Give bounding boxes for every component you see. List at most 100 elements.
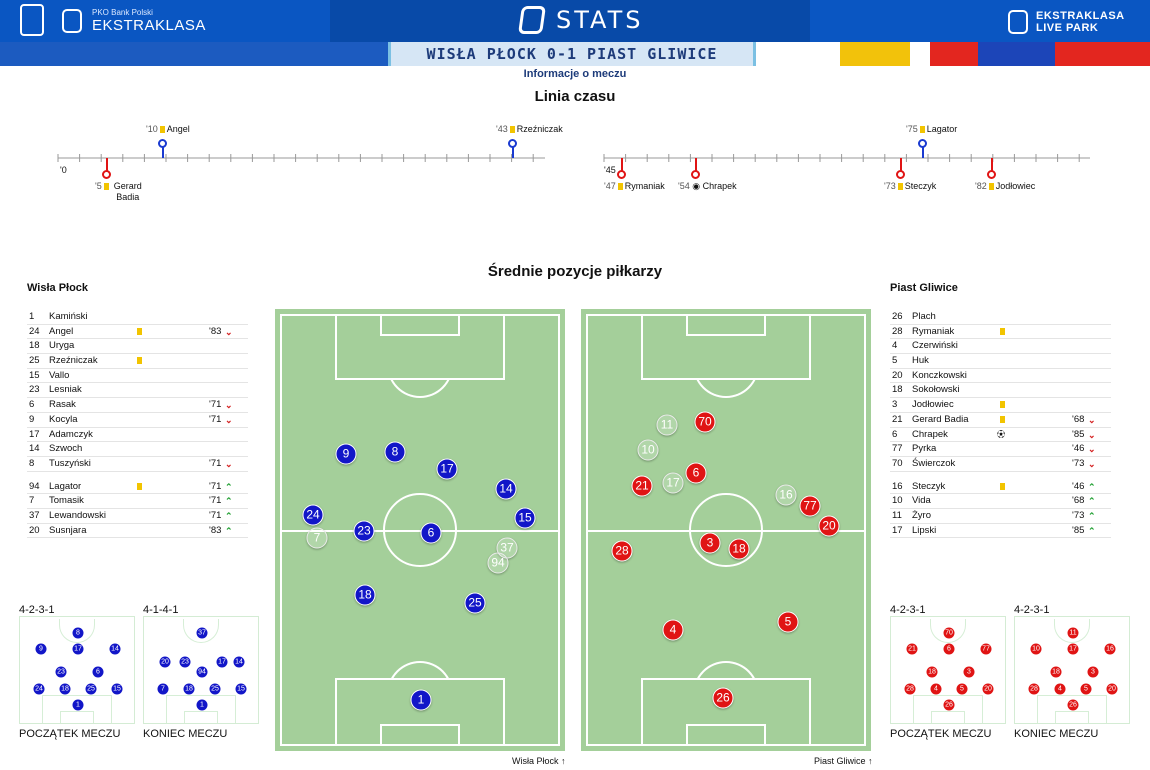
player-marker[interactable]: 26	[712, 687, 734, 709]
player-marker[interactable]: 14	[495, 478, 517, 500]
player-name[interactable]: Vida	[912, 495, 931, 507]
timeline-event: '54 ◉ Chrapek	[678, 181, 737, 191]
player-marker[interactable]: 24	[302, 504, 324, 526]
player-name[interactable]: Gerard Badia	[912, 413, 969, 425]
player-name[interactable]: Świerczok	[912, 457, 956, 469]
player-name[interactable]: Rasak	[49, 399, 76, 411]
timeline-marker[interactable]	[691, 170, 700, 179]
player-marker[interactable]: 6	[420, 522, 442, 544]
player-name[interactable]: Lewandowski	[49, 509, 107, 521]
away-formation-start-pitch: 70 21 6 77 18 3 28 4 5 20 26	[890, 616, 1006, 724]
player-name[interactable]: Huk	[912, 355, 929, 367]
lineup-row: 23 Lesniak	[27, 383, 248, 399]
timeline-marker[interactable]	[508, 139, 517, 148]
player-marker[interactable]: 20	[818, 515, 840, 537]
player-name[interactable]: Szwoch	[49, 443, 83, 455]
top-header: PKO Bank Polski EKSTRAKLASA STATS EKSTRA…	[0, 0, 1150, 42]
yellow-card-icon	[137, 357, 142, 365]
player-marker[interactable]: 7	[306, 527, 328, 549]
live-park-top[interactable]: EKSTRAKLASA	[1036, 10, 1125, 22]
player-marker[interactable]: 6	[685, 462, 707, 484]
player-name[interactable]: Adamczyk	[49, 428, 93, 440]
player-marker[interactable]: 25	[464, 592, 486, 614]
player-number: 8	[29, 457, 35, 469]
player-name[interactable]: Angel	[49, 325, 74, 337]
away-label-end: KONIEC MECZU	[1014, 728, 1099, 740]
player-marker[interactable]: 21	[631, 475, 653, 497]
player-name[interactable]: Jodłowiec	[912, 399, 954, 411]
player-name[interactable]: Tomasik	[49, 495, 84, 507]
sub-out-icon: ⌄	[1088, 458, 1096, 469]
player-name[interactable]: Rymaniak	[912, 325, 955, 337]
player-marker[interactable]: 18	[728, 538, 750, 560]
player-marker[interactable]: 18	[354, 584, 376, 606]
timeline-marker[interactable]	[158, 139, 167, 148]
player-name[interactable]: Vallo	[49, 369, 70, 381]
player-marker[interactable]: 1	[410, 689, 432, 711]
player-name[interactable]: Kamiński	[49, 311, 88, 322]
player-number: 24	[29, 325, 40, 337]
player-marker[interactable]: 5	[777, 611, 799, 633]
player-name[interactable]: Sokołowski	[912, 384, 960, 396]
player-name[interactable]: Kocyla	[49, 413, 78, 425]
player-name[interactable]: Pyrka	[912, 443, 937, 455]
player-name[interactable]: Lipski	[912, 524, 937, 536]
player-marker[interactable]: 9	[335, 443, 357, 465]
lineup-row: 20 Susnjara '83 ⌃	[27, 524, 248, 539]
player-marker[interactable]: 23	[353, 520, 375, 542]
timeline-marker[interactable]	[102, 170, 111, 179]
player-marker[interactable]: 11	[656, 414, 678, 436]
player-name[interactable]: Tuszyński	[49, 457, 91, 469]
formation-player-marker: 17	[216, 656, 228, 668]
away-lineup: 26 Plach 28 Rymaniak 4 Czerwiński 5 Huk 20 Konczk…	[890, 310, 1111, 539]
player-marker[interactable]: 94	[487, 552, 509, 574]
formation-player-marker: 3	[963, 666, 975, 678]
formation-player-marker: 25	[209, 683, 221, 695]
player-marker[interactable]: 15	[514, 507, 536, 529]
sub-in-icon: ⌃	[225, 525, 233, 536]
sub-in-icon: ⌃	[1088, 525, 1096, 536]
timeline-axes	[57, 154, 1090, 162]
player-marker[interactable]: 77	[799, 495, 821, 517]
sub-minute: '71	[209, 509, 222, 521]
timeline-marker[interactable]	[987, 170, 996, 179]
player-name[interactable]: Rzeźniczak	[49, 355, 98, 367]
formation-player-marker: 15	[111, 683, 123, 695]
away-pitch: 11 70 10 6 21 17 16 77 20 3 18 28 4 5 26	[581, 309, 871, 751]
yellow-card-icon	[1000, 482, 1005, 490]
player-name[interactable]: Steczyk	[912, 480, 946, 492]
player-name[interactable]: Czerwiński	[912, 340, 958, 352]
player-name[interactable]: Susnjara	[49, 524, 87, 536]
timeline-marker[interactable]	[896, 170, 905, 179]
player-name[interactable]: Konczkowski	[912, 369, 967, 381]
player-name[interactable]: Lagator	[49, 480, 82, 492]
player-marker[interactable]: 10	[637, 439, 659, 461]
live-park-bottom[interactable]: LIVE PARK	[1036, 22, 1099, 34]
player-marker[interactable]: 3	[699, 532, 721, 554]
player-marker[interactable]: 16	[775, 484, 797, 506]
stats-title[interactable]: STATS	[556, 6, 644, 34]
player-name[interactable]: Żyro	[912, 509, 931, 521]
timeline-marker[interactable]	[617, 170, 626, 179]
player-marker[interactable]: 4	[662, 619, 684, 641]
player-marker[interactable]: 8	[384, 441, 406, 463]
timeline-marker[interactable]	[918, 139, 927, 148]
player-marker[interactable]: 70	[694, 411, 716, 433]
home-pitch: 9 8 17 14 24 15 7 23 6 37 94 18 25 1	[275, 309, 565, 751]
formation-player-marker: 21	[906, 643, 918, 655]
player-name[interactable]: Lesniak	[49, 384, 82, 396]
player-marker[interactable]: 28	[611, 540, 633, 562]
player-name[interactable]: Chrapek	[912, 428, 948, 440]
formation-player-marker: 4	[1054, 683, 1066, 695]
player-marker[interactable]: 17	[662, 472, 684, 494]
player-name[interactable]: Uryga	[49, 340, 75, 352]
stats-logo-icon	[518, 6, 546, 34]
league-name[interactable]: EKSTRAKLASA	[92, 17, 206, 34]
player-marker[interactable]: 17	[436, 458, 458, 480]
player-number: 21	[892, 413, 903, 425]
player-name[interactable]: Plach	[912, 311, 936, 322]
sub-in-icon: ⌃	[1088, 496, 1096, 507]
match-info-link[interactable]: Informacje o meczu	[523, 68, 627, 80]
positions-title: Średnie pozycje piłkarzy	[487, 263, 663, 280]
sub-out-icon: ⌄	[225, 458, 233, 469]
